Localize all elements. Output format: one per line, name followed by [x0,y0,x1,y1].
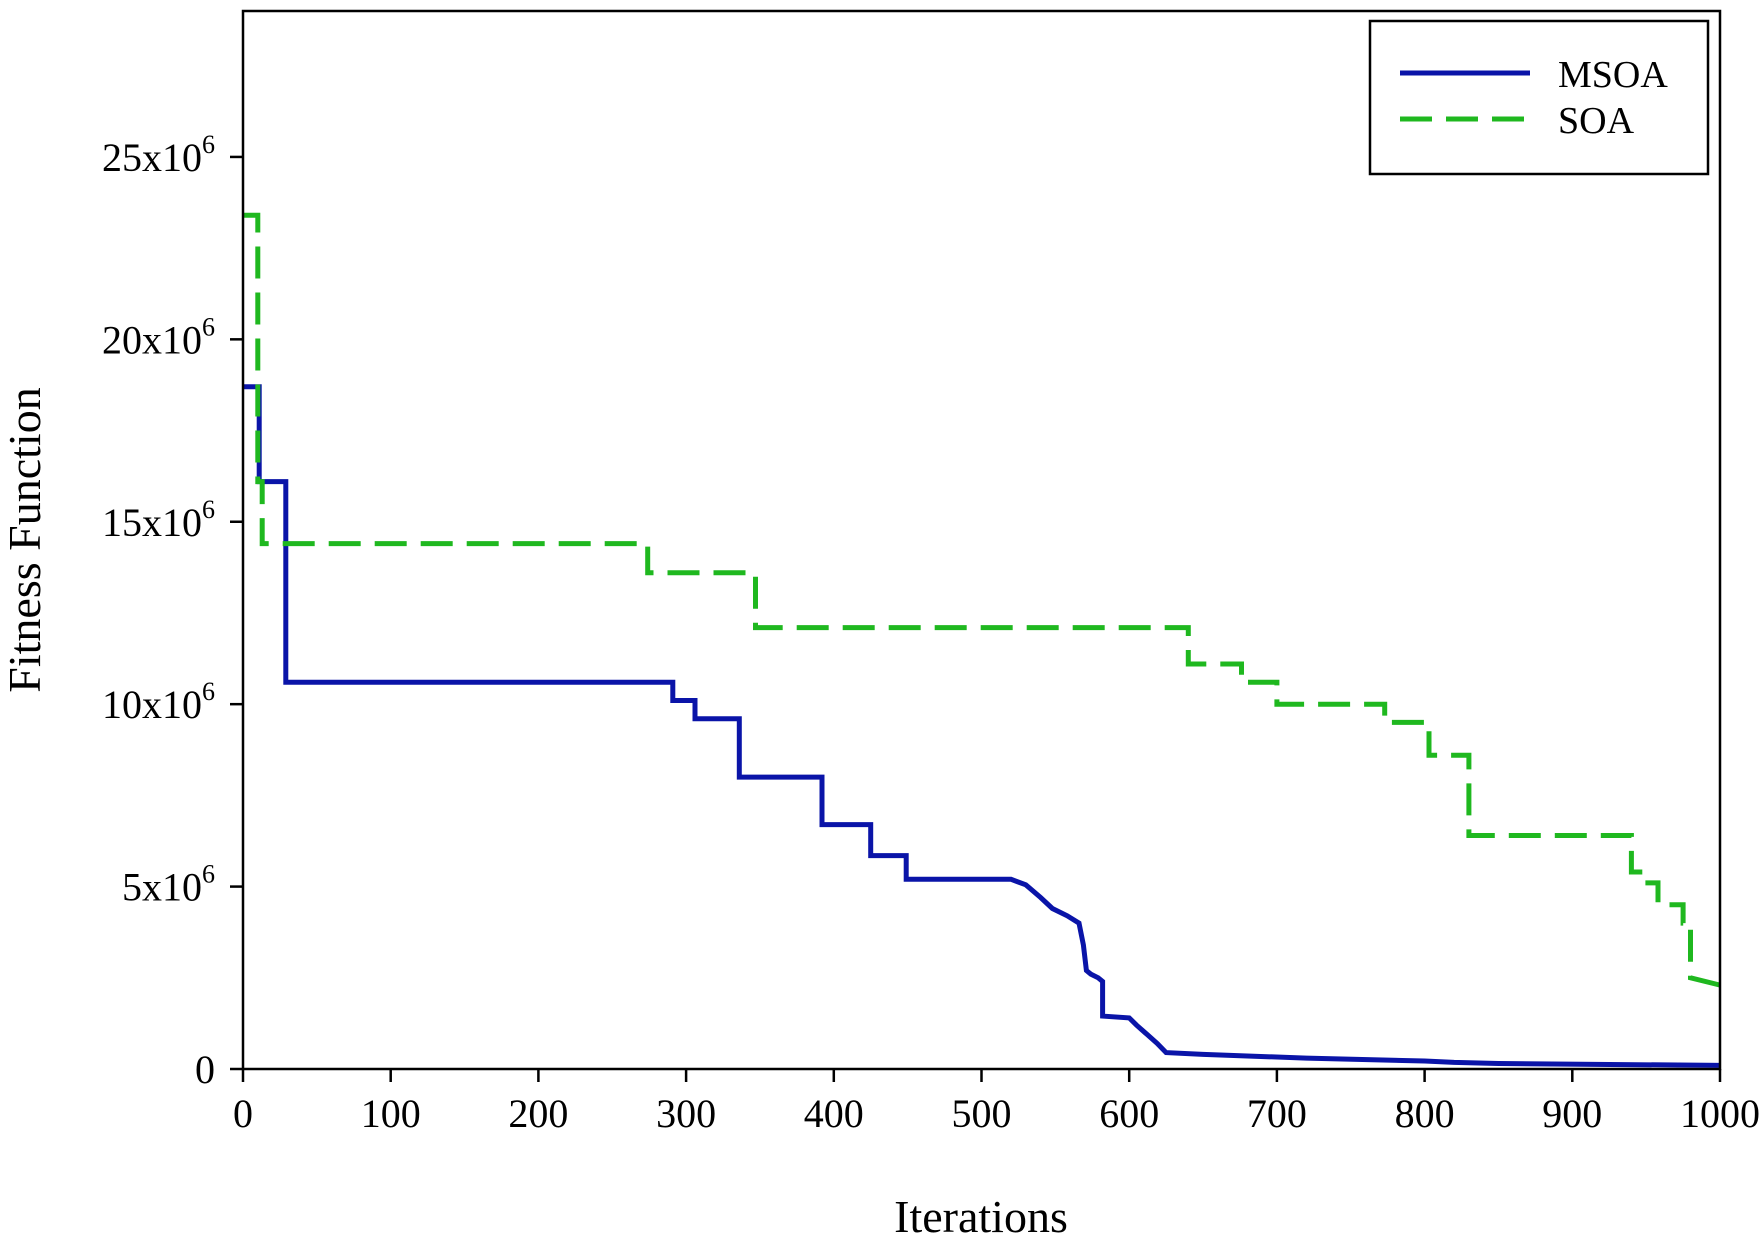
y-tick-label: 0 [195,1047,215,1092]
y-axis-label: Fitness Function [0,387,50,692]
y-tick-label: 15x106 [102,495,215,545]
x-axis-label: Iterations [894,1191,1068,1240]
x-tick-label: 400 [804,1091,864,1136]
legend-box [1368,19,1710,176]
y-tick-label: 20x106 [102,312,215,362]
x-tick-label: 100 [361,1091,421,1136]
x-tick-label: 1000 [1680,1091,1760,1136]
x-tick-label: 200 [508,1091,568,1136]
legend-label-msoa: MSOA [1558,54,1668,96]
legend-label-soa: SOA [1558,100,1635,142]
x-tick-label: 300 [656,1091,716,1136]
y-tick-label: 10x106 [102,677,215,727]
series-line-msoa [243,384,1721,1068]
x-tick-label: 800 [1395,1091,1455,1136]
legend: MSOA SOA [1368,19,1710,176]
series-layer [243,212,1721,1068]
x-tick-label: 700 [1247,1091,1307,1136]
y-tick-label: 5x106 [122,860,215,910]
x-tick-label: 0 [233,1091,253,1136]
y-tick-label: 25x106 [102,130,215,180]
tick-layer: 0 100 200 300 400 500 600 700 800 900 1000 0 5x106 10… [102,130,1760,1136]
series-line-soa [243,212,1721,988]
x-tick-label: 600 [1099,1091,1159,1136]
x-tick-label: 900 [1542,1091,1602,1136]
x-tick-label: 500 [952,1091,1012,1136]
